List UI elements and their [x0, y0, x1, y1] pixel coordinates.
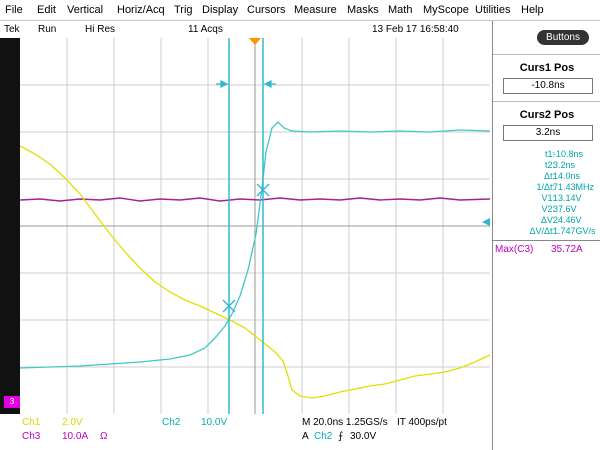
channel-marker-strip: 3: [0, 38, 20, 414]
meas-value: 14.0ns: [553, 171, 581, 181]
meas-value: 1.747GV/s: [553, 226, 596, 236]
trigger-position-marker: [249, 38, 261, 45]
ch2-waveform: [20, 121, 490, 369]
trigger-slope-icon: ⨍: [338, 431, 344, 442]
ch2-label[interactable]: Ch2: [162, 417, 181, 428]
ch1-scale: 2.0V: [62, 417, 83, 428]
meas-value: 13.14V: [553, 193, 582, 203]
trigger-source[interactable]: Ch2: [314, 431, 333, 442]
meas-value: 24.46V: [553, 215, 582, 225]
curs1-pos-field[interactable]: -10.8ns: [503, 78, 593, 94]
menu-utilities[interactable]: Utilities: [475, 4, 511, 16]
buttons-button[interactable]: Buttons: [537, 30, 589, 45]
ch3-scale: 10.0A: [62, 431, 89, 442]
channel-readout-bar: Ch1 2.0V Ch2 10.0V Ch3 10.0A Ω M 20.0ns …: [0, 414, 492, 450]
panel-separator: [493, 240, 600, 241]
menu-masks[interactable]: Masks: [347, 4, 379, 16]
ch1-label[interactable]: Ch1: [22, 417, 41, 428]
meas-value: -10.8ns: [553, 149, 584, 159]
curs1-pos-label: Curs1 Pos: [519, 62, 575, 74]
cursor-side-panel: Buttons Curs1 Pos -10.8ns Curs2 Pos 3.2n…: [492, 21, 600, 450]
trigger-level-marker: [482, 218, 490, 226]
max-value: 35.72A: [551, 244, 583, 255]
menu-math[interactable]: Math: [388, 4, 413, 16]
ch3-ground-marker[interactable]: 3: [4, 396, 20, 408]
menu-myscope[interactable]: MyScope: [423, 4, 469, 16]
meas-value: 37.6V: [553, 204, 577, 214]
cursor-lines: [228, 38, 264, 414]
waveform-display[interactable]: [20, 38, 490, 414]
cursor-crosshairs: [222, 183, 270, 313]
acq-count: 11 Acqs: [188, 24, 223, 35]
graticule-center-axes: [20, 38, 490, 414]
curs2-pos-field[interactable]: 3.2ns: [503, 125, 593, 141]
menu-trig[interactable]: Trig: [174, 4, 193, 16]
ch3-ohm-icon: Ω: [100, 431, 108, 442]
status-bar: Tek Run Hi Res 11 Acqs 13 Feb 17 16:58:4…: [0, 21, 492, 38]
ch3-label[interactable]: Ch3: [22, 431, 41, 442]
acq-mode: Hi Res: [85, 24, 116, 35]
trigger-a-label: A: [302, 431, 309, 442]
trigger-level[interactable]: 30.0V: [350, 431, 377, 442]
timebase-readout[interactable]: M 20.0ns 1.25GS/s: [302, 417, 388, 428]
cursor-handles: [216, 80, 276, 88]
panel-separator: [493, 101, 600, 102]
menu-vertical[interactable]: Vertical: [67, 4, 104, 16]
curs2-pos-label: Curs2 Pos: [519, 109, 575, 121]
menu-edit[interactable]: Edit: [37, 4, 56, 16]
menu-bar: File Edit Vertical Horiz/Acq Trig Displa…: [0, 0, 600, 21]
ch3-waveform: [20, 197, 490, 202]
menu-display[interactable]: Display: [202, 4, 239, 16]
ch2-scale: 10.0V: [201, 417, 228, 428]
record-readout: IT 400ps/pt: [397, 417, 447, 428]
panel-separator: [493, 54, 600, 55]
menu-horiz-acq[interactable]: Horiz/Acq: [117, 4, 165, 16]
menu-measure[interactable]: Measure: [294, 4, 337, 16]
meas-value: 3.2ns: [553, 160, 576, 170]
menu-help[interactable]: Help: [521, 4, 544, 16]
meas-value: 71.43MHz: [553, 182, 595, 192]
menu-cursors[interactable]: Cursors: [247, 4, 286, 16]
max-label: Max(C3): [495, 244, 534, 255]
menu-file[interactable]: File: [5, 4, 23, 16]
datetime: 13 Feb 17 16:58:40: [372, 24, 459, 35]
run-status[interactable]: Run: [38, 24, 57, 35]
ch1-waveform: [20, 145, 490, 399]
brand-label: Tek: [4, 24, 20, 35]
